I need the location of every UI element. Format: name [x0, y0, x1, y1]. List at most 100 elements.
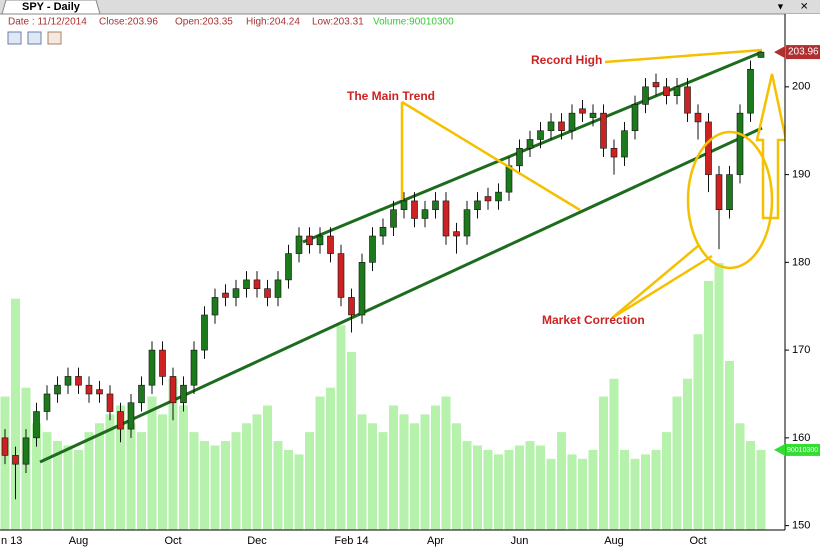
volume-bar	[158, 414, 167, 530]
volume-bar	[399, 414, 409, 530]
y-tick-label: 170	[792, 344, 810, 356]
tool-icon[interactable]	[27, 31, 42, 45]
candle-body	[295, 235, 303, 254]
info-open: Open:203.35	[175, 17, 233, 28]
volume-bar	[557, 432, 566, 530]
candle-body	[411, 200, 418, 219]
volume-bar	[756, 449, 766, 530]
volume-bar	[368, 423, 377, 530]
candle-body	[589, 112, 597, 118]
candle-body	[673, 86, 681, 96]
candle-body	[33, 411, 40, 439]
volume-bar	[284, 449, 293, 530]
close-button[interactable]: ✕	[800, 2, 808, 13]
candle-body	[421, 209, 429, 219]
candle-body	[715, 174, 723, 210]
candle-body	[610, 147, 618, 158]
x-tick-label: Oct	[689, 535, 706, 547]
annotation: Market Correction	[542, 313, 645, 327]
candle-body	[558, 121, 565, 132]
y-tick-label: 200	[792, 81, 810, 93]
candle-body	[705, 121, 712, 175]
candle-body	[138, 384, 145, 404]
volume-bar	[315, 396, 325, 530]
candle-body	[379, 226, 387, 237]
record-pointer	[604, 48, 763, 64]
volume-bar	[483, 449, 493, 530]
candle-body	[621, 130, 628, 158]
highlights	[400, 48, 788, 320]
candle-body	[43, 393, 51, 412]
volume-bar	[263, 405, 272, 530]
volume-bar	[630, 458, 640, 530]
volume-bar	[273, 441, 283, 530]
volume-bar	[651, 449, 661, 530]
volume-bar	[42, 432, 52, 530]
y-tick-label: 160	[792, 432, 810, 444]
candle-body	[568, 112, 576, 132]
volume-bar	[63, 445, 73, 530]
volume-layer	[0, 263, 766, 530]
volume-bar	[221, 441, 230, 530]
candle-body	[337, 253, 345, 298]
candle-body	[526, 139, 534, 149]
menu-button[interactable]: ▼	[776, 1, 785, 11]
volume-bar	[147, 396, 157, 530]
tool-icon[interactable]	[7, 31, 22, 45]
candle-body	[232, 288, 240, 298]
volume-bar	[599, 396, 608, 530]
volume-bar	[494, 454, 503, 530]
volume-bar	[126, 423, 136, 530]
volume-bar	[735, 423, 745, 530]
volume-bar	[242, 423, 251, 530]
candle-body	[726, 174, 733, 210]
candle-body	[12, 455, 19, 465]
info-volume: Volume:90010300	[373, 17, 454, 28]
candle-body	[190, 349, 198, 386]
volume-bar	[179, 405, 188, 530]
lower-trend-line	[39, 126, 763, 464]
price-label-box	[786, 45, 820, 60]
candle-body	[148, 349, 156, 386]
volume-bar	[84, 432, 94, 530]
correction-pointer	[611, 245, 699, 319]
volume-bar	[515, 445, 524, 530]
up-arrow	[755, 73, 788, 220]
x-tick-label: Aug	[604, 535, 624, 547]
volume-label-box	[786, 443, 820, 456]
candle-body	[390, 209, 397, 228]
x-tick-label: Oct	[164, 535, 181, 547]
volume-bar	[536, 445, 545, 530]
price-label: 203.96	[788, 47, 819, 58]
axis-layer: 150 160 170 180 190 200 n 13 Aug Oct Dec Feb 14 Apr…	[1, 45, 820, 547]
volume-bar	[578, 458, 587, 530]
candle-body	[96, 389, 103, 395]
candle-body	[64, 376, 72, 386]
volume-bar	[378, 432, 388, 530]
volume-bar	[189, 432, 199, 530]
x-tick-label: n 13	[1, 535, 22, 547]
candle-body	[537, 130, 544, 140]
volume-bar	[588, 449, 598, 530]
volume-bar	[746, 441, 755, 530]
volume-bar	[53, 441, 62, 530]
volume-bar	[74, 449, 83, 530]
candle-body	[757, 51, 765, 58]
volume-bar	[305, 432, 314, 530]
candle-body	[484, 196, 492, 202]
volume-marker	[774, 443, 785, 456]
volume-bar	[357, 414, 367, 530]
candle-body	[22, 437, 30, 465]
candle-body	[495, 191, 502, 202]
info-high: High:204.24	[246, 17, 300, 28]
candle-body	[453, 231, 460, 237]
x-tick-label: Feb 14	[334, 535, 368, 547]
annotation: Record High	[531, 53, 602, 67]
candle-body	[316, 235, 324, 246]
tool-icon[interactable]	[47, 31, 62, 45]
volume-bar	[410, 423, 419, 530]
volume-bar	[420, 414, 430, 530]
candle-body	[579, 108, 586, 114]
candle-body	[54, 384, 61, 395]
